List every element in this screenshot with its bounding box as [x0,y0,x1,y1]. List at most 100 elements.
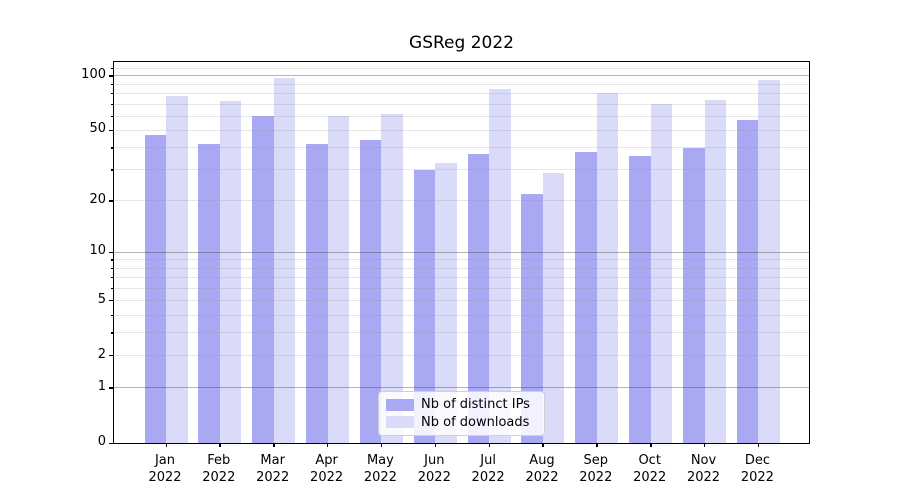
x-tick-label-jun: Jun 2022 [399,452,469,486]
year-label: 2022 [740,470,774,485]
y-tick-8 [110,267,113,270]
bar-oct-downloads [650,104,673,443]
bar-jun-distinct-ips [413,169,436,443]
minor-gridline-2 [114,355,809,357]
x-tick-feb [219,443,221,447]
y-tick-90 [110,83,113,86]
minor-gridline-50 [114,129,809,131]
major-gridline-1 [114,387,809,389]
legend: Nb of distinct IPs Nb of downloads [378,391,545,436]
legend-swatch-downloads [386,416,414,429]
bar-jun-downloads [435,162,457,443]
x-tick-mar [273,443,275,447]
y-tick-100 [108,75,113,77]
y-tick-50 [108,129,113,132]
y-tick-10 [108,251,113,254]
legend-item-downloads: Nb of downloads [386,415,537,430]
bar-jul-downloads [489,88,511,443]
minor-gridline-6 [114,287,809,289]
month-label: Oct [638,453,661,468]
month-label: Apr [315,453,338,468]
month-label: May [366,453,394,468]
bar-apr-downloads [327,116,350,443]
y-tick-30 [110,169,113,171]
x-tick-jun [434,443,437,447]
bar-aug-distinct-ips [521,193,543,443]
y-tick-label-20: 20 [89,191,106,207]
month-label: Mar [260,453,285,468]
x-tick-label-feb: Feb 2022 [184,452,254,486]
minor-gridline-7 [114,277,809,279]
minor-gridline-4 [114,314,809,316]
year-label: 2022 [525,470,559,485]
bar-sep-downloads [596,92,619,443]
y-tick-label-5: 5 [97,291,106,307]
x-tick-dec [757,443,760,447]
month-label: Jan [154,453,176,468]
y-tick-4 [110,314,113,316]
bar-oct-distinct-ips [629,155,651,443]
year-label: 2022 [471,470,505,485]
year-label: 2022 [310,470,344,485]
x-tick-label-apr: Apr 2022 [292,452,362,486]
bar-feb-downloads [219,100,242,443]
minor-gridline-40 [114,147,809,149]
legend-label-distinct-ips: Nb of distinct IPs [421,397,530,413]
month-label: Jun [424,453,445,468]
minor-gridline-30 [114,169,809,171]
month-label: Sep [583,453,609,468]
x-tick-label-mar: Mar 2022 [238,452,308,486]
y-tick-9 [110,259,113,261]
y-tick-label-100: 100 [81,66,106,82]
month-label: Feb [207,453,231,468]
bar-jan-downloads [166,95,188,443]
x-tick-label-may: May 2022 [345,452,415,486]
x-tick-label-dec: Dec 2022 [722,452,792,486]
x-tick-label-nov: Nov 2022 [669,452,739,486]
bar-may-distinct-ips [359,140,382,443]
month-label: Aug [529,453,555,468]
bar-apr-distinct-ips [306,143,328,443]
legend-swatch-distinct-ips [386,398,414,411]
chart-title: GSReg 2022 [409,33,514,53]
x-tick-label-aug: Aug 2022 [507,452,577,486]
minor-gridline-8 [114,267,809,269]
year-label: 2022 [417,470,451,485]
x-tick-label-jul: Jul 2022 [453,452,523,486]
bar-may-downloads [381,113,403,443]
y-tick-label-50: 50 [89,121,106,137]
year-label: 2022 [202,470,236,485]
bar-sep-distinct-ips [575,151,597,443]
y-tick-70 [110,103,113,105]
bar-mar-distinct-ips [252,116,274,443]
bar-nov-distinct-ips [683,147,705,443]
x-tick-jan [165,443,167,447]
bar-jul-distinct-ips [467,153,490,443]
x-tick-nov [704,443,706,447]
x-tick-may [380,443,383,447]
x-tick-label-jan: Jan 2022 [130,452,200,486]
bar-feb-distinct-ips [198,143,220,443]
y-tick-label-0: 0 [97,434,106,449]
bar-mar-downloads [273,78,296,443]
y-tick-7 [110,277,113,279]
year-label: 2022 [633,470,667,485]
y-tick-5 [108,300,113,302]
y-tick-110 [110,67,113,70]
major-gridline-10 [114,251,809,253]
month-label: Nov [690,453,717,468]
year-label: 2022 [579,470,613,485]
minor-gridline-5 [114,300,809,301]
minor-gridline-70 [114,103,809,105]
minor-gridline-3 [114,332,809,334]
x-tick-apr [327,443,329,447]
y-tick-80 [110,93,113,95]
y-tick-label-1: 1 [97,378,106,394]
y-tick-40 [110,147,113,149]
x-tick-label-oct: Oct 2022 [615,452,685,486]
x-tick-aug [542,443,544,447]
bar-dec-downloads [758,80,780,443]
bar-jan-distinct-ips [144,135,166,443]
y-tick-60 [110,115,113,117]
